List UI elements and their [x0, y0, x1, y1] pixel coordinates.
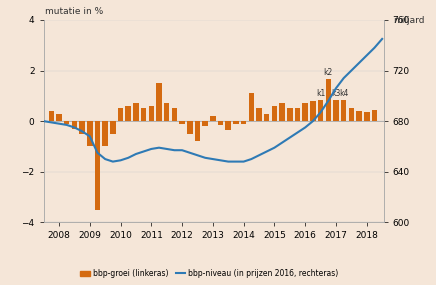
- Bar: [118, 109, 123, 121]
- Bar: [279, 103, 285, 121]
- Bar: [326, 80, 331, 121]
- Bar: [187, 121, 193, 134]
- Bar: [233, 121, 239, 124]
- Bar: [364, 112, 370, 121]
- Text: k1: k1: [316, 89, 325, 97]
- Bar: [172, 109, 177, 121]
- Bar: [295, 109, 300, 121]
- Bar: [333, 100, 339, 121]
- Bar: [48, 111, 54, 121]
- Bar: [72, 121, 77, 129]
- Bar: [210, 116, 216, 121]
- Bar: [95, 121, 100, 210]
- Bar: [79, 121, 85, 134]
- Bar: [141, 109, 146, 121]
- Bar: [318, 100, 324, 121]
- Bar: [102, 121, 108, 146]
- Bar: [225, 121, 231, 130]
- Text: miljard: miljard: [394, 16, 425, 25]
- Bar: [310, 101, 316, 121]
- Bar: [195, 121, 200, 141]
- Bar: [164, 103, 170, 121]
- Bar: [349, 109, 354, 121]
- Bar: [179, 121, 185, 124]
- Legend: bbp-groei (linkeras), bbp-niveau (in prijzen 2016, rechteras): bbp-groei (linkeras), bbp-niveau (in pri…: [77, 266, 341, 281]
- Bar: [341, 100, 347, 121]
- Bar: [64, 121, 69, 124]
- Text: k3: k3: [331, 89, 341, 97]
- Bar: [110, 121, 116, 134]
- Bar: [133, 103, 139, 121]
- Text: mutatie in %: mutatie in %: [45, 7, 103, 16]
- Bar: [356, 111, 362, 121]
- Bar: [87, 121, 92, 146]
- Bar: [264, 113, 269, 121]
- Bar: [56, 113, 62, 121]
- Bar: [249, 93, 254, 121]
- Bar: [256, 109, 262, 121]
- Text: k2: k2: [324, 68, 333, 77]
- Bar: [126, 106, 131, 121]
- Bar: [303, 103, 308, 121]
- Bar: [218, 121, 223, 125]
- Bar: [287, 109, 293, 121]
- Bar: [149, 106, 154, 121]
- Text: k4: k4: [339, 89, 348, 97]
- Bar: [371, 110, 377, 121]
- Bar: [272, 106, 277, 121]
- Bar: [202, 121, 208, 126]
- Bar: [241, 121, 246, 124]
- Bar: [156, 83, 162, 121]
